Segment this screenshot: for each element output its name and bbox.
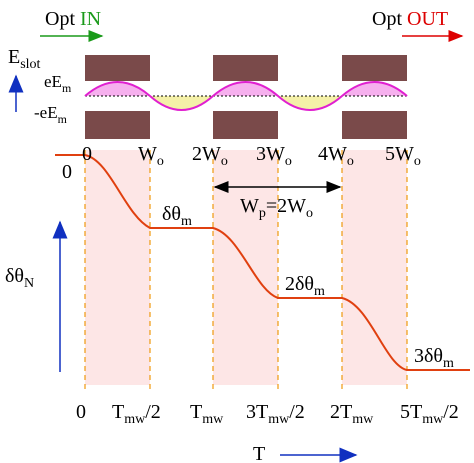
subscript: o bbox=[285, 154, 292, 169]
slots bbox=[85, 55, 407, 139]
subscript: o bbox=[414, 154, 421, 169]
rotation-axis-label: δθN bbox=[5, 265, 34, 291]
time-tick: 3Tmw/2 bbox=[246, 401, 305, 427]
subscript: mw bbox=[268, 412, 290, 427]
subscript: mw bbox=[202, 412, 224, 427]
text-part: T bbox=[190, 401, 202, 423]
subscript: N bbox=[24, 276, 34, 291]
subscript: m bbox=[62, 81, 72, 95]
subscript: mw bbox=[422, 412, 444, 427]
text-part: W bbox=[240, 195, 259, 217]
text-part: δθ bbox=[162, 203, 181, 225]
text-part: 0 bbox=[76, 401, 86, 423]
text-part: /2 bbox=[289, 401, 305, 423]
subscript: m bbox=[58, 112, 68, 126]
shaded-bands bbox=[85, 150, 407, 385]
position-tick: 5Wo bbox=[385, 143, 421, 169]
time-tick: 5Tmw/2 bbox=[400, 401, 459, 427]
time-tick: Tmw bbox=[190, 401, 224, 427]
text-part: δθ bbox=[5, 265, 24, 287]
subscript: mw bbox=[352, 412, 374, 427]
position-tick: 4Wo bbox=[318, 143, 354, 169]
opt-out-label: OUT bbox=[407, 8, 448, 30]
field-axis-label: Eslot bbox=[8, 46, 41, 72]
text-part: 0 bbox=[82, 143, 92, 165]
field-max: eEm bbox=[44, 72, 72, 95]
subscript: slot bbox=[20, 57, 40, 72]
opt-in-label: IN bbox=[80, 8, 101, 30]
text-part: E bbox=[8, 46, 20, 68]
text-part: 5T bbox=[400, 401, 422, 423]
rotation-step: 2δθm bbox=[285, 273, 325, 299]
subscript: m bbox=[443, 356, 454, 371]
opt-in-prefix: Opt bbox=[45, 8, 75, 30]
time-tick: 2Tmw bbox=[330, 401, 374, 427]
text-part: 0 bbox=[62, 161, 72, 183]
text-part: 2W bbox=[192, 143, 221, 165]
text-part: 3δθ bbox=[414, 345, 443, 367]
position-tick: 0 bbox=[82, 143, 92, 165]
text-part: =2W bbox=[266, 195, 306, 217]
text-part: 3T bbox=[246, 401, 268, 423]
text-part: 4W bbox=[318, 143, 347, 165]
subscript: mw bbox=[124, 412, 146, 427]
text-part: 5W bbox=[385, 143, 414, 165]
text-part: eE bbox=[44, 72, 62, 91]
rotation-curve bbox=[55, 154, 470, 371]
subscript: o bbox=[157, 154, 164, 169]
text-part: 3W bbox=[256, 143, 285, 165]
rotation-step: 3δθm bbox=[414, 345, 454, 371]
text-part: W bbox=[138, 143, 157, 165]
position-tick: 3Wo bbox=[256, 143, 292, 169]
subscript: o bbox=[347, 154, 354, 169]
subscript: m bbox=[181, 214, 192, 229]
rotation-step: δθm bbox=[162, 203, 192, 229]
text-part: 2δθ bbox=[285, 273, 314, 295]
opt-out: Opt OUT bbox=[372, 8, 448, 30]
field-min: -eEm bbox=[34, 103, 68, 126]
position-tick: 2Wo bbox=[192, 143, 228, 169]
subscript: o bbox=[221, 154, 228, 169]
subscript: p bbox=[259, 206, 266, 221]
rotation-start: 0 bbox=[62, 161, 72, 183]
opt-out-prefix: Opt bbox=[372, 8, 402, 30]
subscript: m bbox=[314, 284, 325, 299]
text-part: /2 bbox=[443, 401, 459, 423]
text-part: T bbox=[253, 443, 265, 463]
text-part: 2T bbox=[330, 401, 352, 423]
opt-in: Opt IN bbox=[45, 8, 101, 30]
subscript: o bbox=[306, 206, 313, 221]
text-part: T bbox=[112, 401, 124, 423]
time-axis-label: T bbox=[253, 443, 265, 463]
period-label: Wp=2Wo bbox=[240, 195, 313, 221]
field-wave bbox=[84, 81, 408, 111]
text-part: /2 bbox=[145, 401, 161, 423]
time-tick: Tmw/2 bbox=[112, 401, 161, 427]
text-part: -eE bbox=[34, 103, 58, 122]
position-tick: Wo bbox=[138, 143, 164, 169]
time-tick: 0 bbox=[76, 401, 86, 423]
